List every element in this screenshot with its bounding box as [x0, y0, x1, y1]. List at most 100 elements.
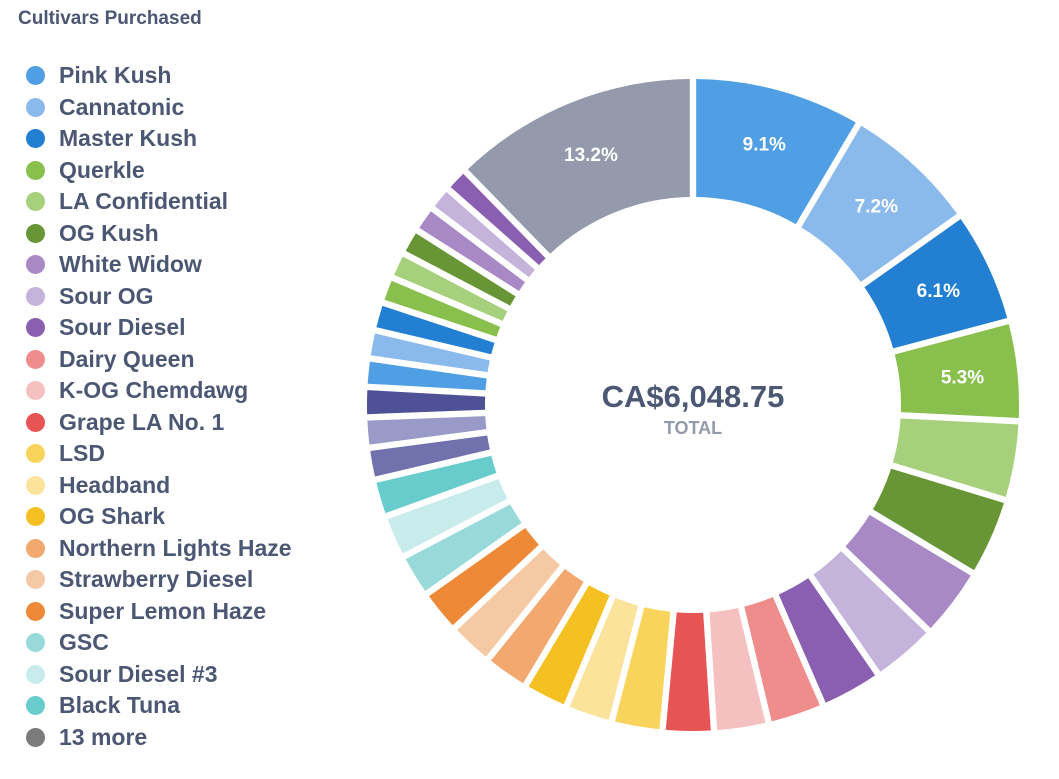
donut-slice[interactable]: [366, 390, 486, 415]
donut-slice[interactable]: [367, 361, 487, 391]
donut-slice[interactable]: [450, 173, 546, 266]
legend-swatch: [26, 633, 45, 653]
legend-item[interactable]: Pink Kush: [26, 60, 292, 92]
legend-item[interactable]: OG Shark: [26, 501, 292, 533]
donut-slice[interactable]: [813, 551, 927, 672]
legend-label: 13 more: [59, 723, 148, 750]
legend-swatch: [26, 255, 45, 275]
donut-slice[interactable]: [434, 191, 535, 278]
donut-slice[interactable]: [801, 125, 957, 283]
donut-slice[interactable]: [376, 455, 497, 514]
legend-swatch: [26, 412, 45, 432]
legend-item[interactable]: Headband: [26, 470, 292, 502]
legend-label: Super Lemon Haze: [59, 597, 267, 624]
slice-percent-label: 6.1%: [917, 281, 960, 302]
slice-percent-label: 5.3%: [941, 368, 984, 389]
legend-swatch: [26, 601, 45, 621]
legend-item[interactable]: 13 more: [26, 722, 292, 754]
legend-swatch: [26, 97, 45, 117]
donut-slice[interactable]: [872, 468, 1004, 571]
donut-slice[interactable]: [614, 607, 671, 730]
donut-slice[interactable]: [569, 597, 639, 720]
donut-slice[interactable]: [894, 324, 1019, 419]
legend-item[interactable]: Sour OG: [26, 281, 292, 313]
legend-label: Pink Kush: [59, 62, 172, 89]
legend-item[interactable]: Master Kush: [26, 123, 292, 155]
legend-swatch: [26, 664, 45, 684]
legend-item[interactable]: LSD: [26, 438, 292, 470]
legend-swatch: [26, 570, 45, 590]
donut-slice[interactable]: [370, 435, 490, 477]
donut-slice[interactable]: [419, 211, 526, 292]
legend-swatch: [26, 66, 45, 86]
legend-swatch: [26, 381, 45, 401]
legend-item[interactable]: White Widow: [26, 249, 292, 281]
legend-label: K-OG Chemdawg: [59, 377, 249, 404]
legend-swatch: [26, 129, 45, 149]
legend-swatch: [26, 444, 45, 464]
donut-slice[interactable]: [405, 233, 516, 306]
donut-slice[interactable]: [528, 585, 610, 705]
legend: Pink Kush Cannatonic Master Kush Querkle LA …: [26, 60, 292, 753]
legend-item[interactable]: Cannatonic: [26, 92, 292, 124]
legend-label: Black Tuna: [59, 692, 180, 719]
legend-swatch: [26, 475, 45, 495]
donut-slice[interactable]: [457, 549, 560, 657]
legend-item[interactable]: OG Kush: [26, 218, 292, 250]
legend-label: Strawberry Diesel: [59, 566, 254, 593]
legend-item[interactable]: Strawberry Diesel: [26, 564, 292, 596]
chart-title[interactable]: Cultivars Purchased: [18, 8, 202, 29]
legend-label: Sour OG: [59, 282, 154, 309]
donut-slice[interactable]: [467, 79, 690, 254]
legend-item[interactable]: Black Tuna: [26, 690, 292, 722]
legend-label: OG Kush: [59, 219, 159, 246]
slice-percent-label: 13.2%: [564, 145, 618, 166]
legend-swatch: [26, 727, 45, 747]
center-total-value: CA$6,048.75: [602, 379, 785, 414]
donut-slice[interactable]: [744, 597, 820, 722]
legend-label: Grape LA No. 1: [59, 408, 225, 435]
donut-slice[interactable]: [429, 527, 539, 626]
legend-item[interactable]: Dairy Queen: [26, 344, 292, 376]
donut-slice[interactable]: [376, 305, 495, 355]
donut-slice[interactable]: [864, 218, 1008, 349]
donut-slice[interactable]: [778, 578, 876, 703]
legend-item[interactable]: LA Confidential: [26, 186, 292, 218]
donut-slice[interactable]: [892, 418, 1019, 497]
donut-slice[interactable]: [845, 514, 971, 629]
legend-label: OG Shark: [59, 503, 166, 530]
legend-swatch: [26, 538, 45, 558]
donut-slices: [366, 79, 1019, 731]
legend-label: Sour Diesel #3: [59, 660, 218, 687]
donut-slice[interactable]: [709, 608, 766, 731]
legend-item[interactable]: GSC: [26, 627, 292, 659]
donut-slice[interactable]: [394, 256, 508, 321]
slice-percent-label: 7.2%: [855, 196, 898, 217]
donut-slice[interactable]: [387, 478, 508, 554]
legend-label: White Widow: [59, 251, 202, 278]
legend-label: Querkle: [59, 156, 145, 183]
legend-item[interactable]: K-OG Chemdawg: [26, 375, 292, 407]
donut-slice[interactable]: [405, 504, 522, 592]
legend-item[interactable]: Super Lemon Haze: [26, 596, 292, 628]
legend-item[interactable]: Querkle: [26, 155, 292, 187]
legend-item[interactable]: Sour Diesel: [26, 312, 292, 344]
donut-slice[interactable]: [370, 333, 490, 373]
legend-label: GSC: [59, 629, 109, 656]
donut-slice[interactable]: [696, 79, 856, 225]
legend-item[interactable]: Sour Diesel #3: [26, 659, 292, 691]
donut-slice[interactable]: [665, 612, 711, 731]
legend-label: Cannatonic: [59, 93, 185, 120]
legend-label: LA Confidential: [59, 188, 229, 215]
legend-swatch: [26, 286, 45, 306]
legend-label: Dairy Queen: [59, 345, 195, 372]
slice-percent-label: 9.1%: [743, 135, 786, 156]
donut-slice[interactable]: [367, 416, 487, 445]
legend-swatch: [26, 318, 45, 338]
donut-slice[interactable]: [384, 280, 501, 337]
donut-slice[interactable]: [490, 568, 584, 684]
legend-item[interactable]: Northern Lights Haze: [26, 533, 292, 565]
legend-item[interactable]: Grape LA No. 1: [26, 407, 292, 439]
